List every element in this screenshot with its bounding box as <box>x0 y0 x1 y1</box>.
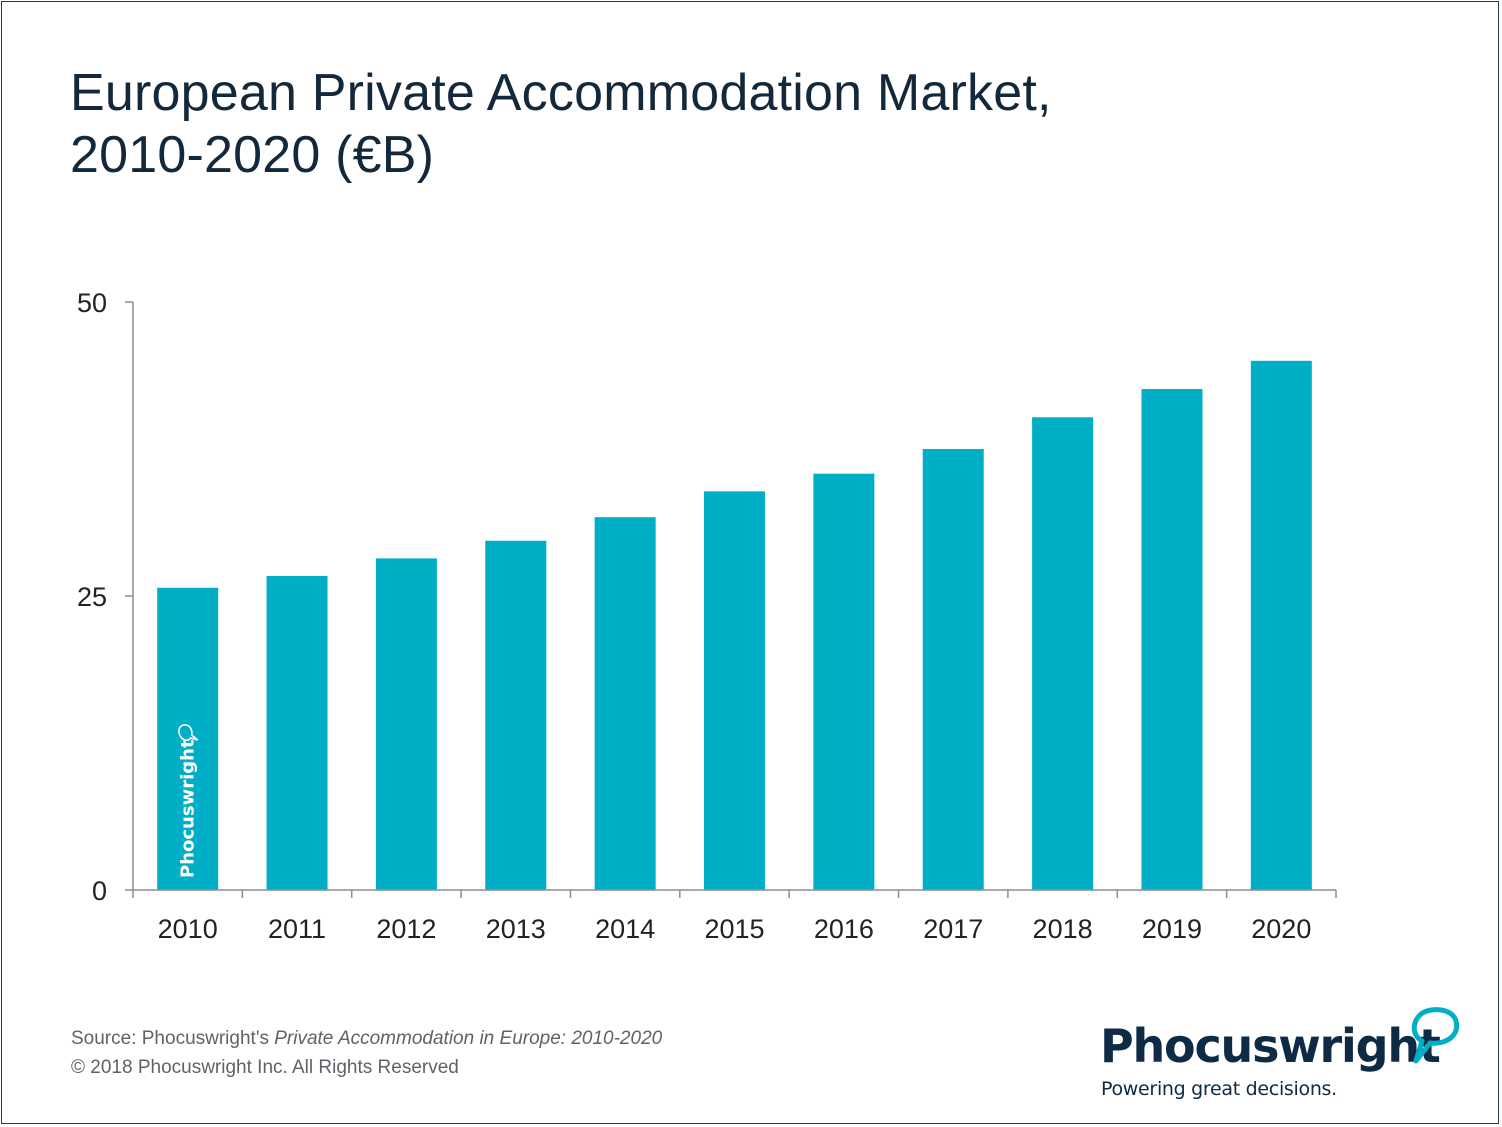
x-tick-label-2017: 2017 <box>923 914 983 944</box>
y-tick-label-0: 0 <box>92 876 107 906</box>
watermark-speech-bubble-icon <box>178 724 199 742</box>
bar-2010 <box>157 587 219 890</box>
logo-wordmark: Phocuswright <box>1100 1019 1441 1073</box>
x-tick-label-2013: 2013 <box>486 914 546 944</box>
bar-2020 <box>1250 360 1312 890</box>
phocuswright-logo: Phocuswright Powering great decisions. <box>1098 1003 1468 1113</box>
x-tick-label-2010: 2010 <box>158 914 218 944</box>
source-note: Source: Phocuswright's Private Accommoda… <box>71 1024 662 1082</box>
y-tick-label-25: 25 <box>77 582 107 612</box>
x-tick-label-2016: 2016 <box>814 914 874 944</box>
x-tick-label-2019: 2019 <box>1142 914 1202 944</box>
x-tick-label-2018: 2018 <box>1033 914 1093 944</box>
bar-2013 <box>485 540 547 890</box>
x-tick-label-2011: 2011 <box>268 914 326 944</box>
watermark-text: Phocuswright <box>178 739 199 878</box>
chart-title-line-1: European Private Accommodation Market, <box>70 64 1052 122</box>
copyright-line: © 2018 Phocuswright Inc. All Rights Rese… <box>71 1057 459 1078</box>
x-tick-label-2012: 2012 <box>376 914 436 944</box>
x-tick-label-2014: 2014 <box>595 914 655 944</box>
bar-2018 <box>1032 417 1094 890</box>
speech-bubble-icon <box>1411 1007 1460 1064</box>
bar-2016 <box>813 473 875 890</box>
source-publication: Private Accommodation in Europe: 2010-20… <box>274 1028 663 1049</box>
chart-title: European Private Accommodation Market, 2… <box>70 62 1370 186</box>
bar-2015 <box>704 491 765 890</box>
bar-2012 <box>375 558 437 890</box>
bar-2011 <box>266 576 328 890</box>
x-tick-label-2015: 2015 <box>704 914 764 944</box>
logo-tagline: Powering great decisions. <box>1101 1078 1337 1100</box>
x-tick-label-2020: 2020 <box>1251 914 1311 944</box>
bar-2019 <box>1141 389 1203 890</box>
bar-2017 <box>922 449 984 890</box>
bar-2014 <box>594 517 656 890</box>
source-line: Source: Phocuswright's Private Accommoda… <box>71 1024 662 1053</box>
source-prefix: Source: Phocuswright's <box>71 1028 275 1049</box>
chart-title-line-2: 2010-2020 (€B) <box>70 126 435 184</box>
y-tick-label-50: 50 <box>77 288 107 318</box>
